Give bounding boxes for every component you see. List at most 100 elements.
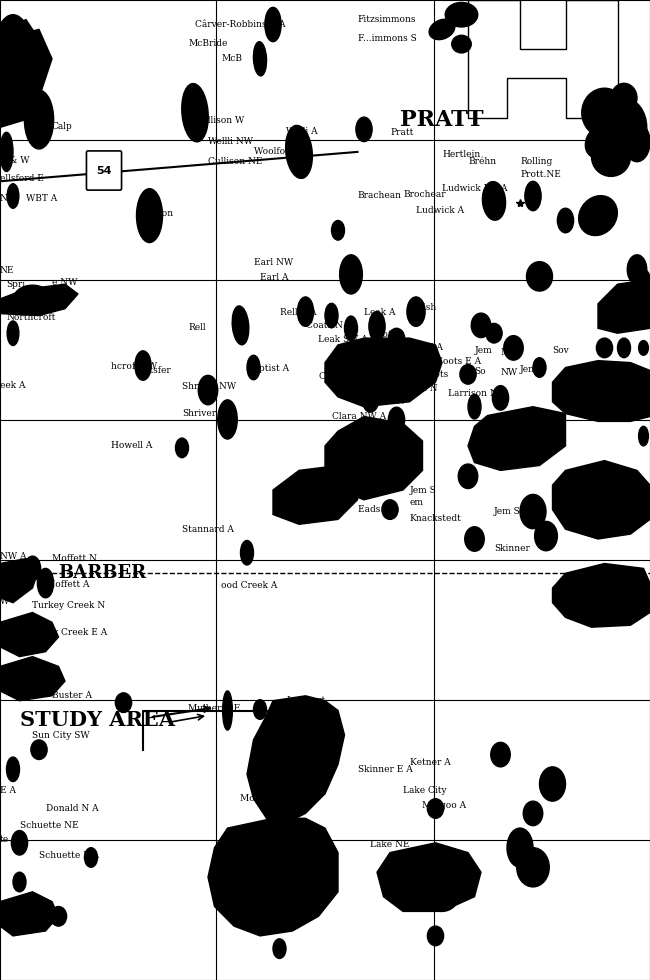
Text: BARBER: BARBER [58,564,147,582]
Text: Cullison W: Cullison W [195,116,244,125]
Text: Shriver NW: Shriver NW [182,381,236,391]
Text: Moffett A: Moffett A [46,579,89,589]
Ellipse shape [0,15,32,93]
Ellipse shape [135,351,151,380]
Ellipse shape [7,184,19,209]
Polygon shape [377,843,481,911]
Polygon shape [247,696,344,823]
Text: W: W [0,597,9,607]
Text: hcroft SW: hcroft SW [111,362,157,371]
Text: Schuette NE: Schuette NE [20,820,78,830]
Ellipse shape [136,188,162,243]
Text: NW: NW [500,368,517,377]
Ellipse shape [578,196,618,235]
Text: Buster A: Buster A [52,691,92,701]
Text: Jem N: Jem N [410,383,438,393]
Ellipse shape [429,20,455,39]
Ellipse shape [533,358,546,377]
Ellipse shape [51,906,66,926]
Text: Woolfolk A: Woolfolk A [254,147,302,157]
Text: NW: NW [500,348,517,358]
Text: Sun City SW: Sun City SW [32,730,90,740]
Ellipse shape [31,740,47,760]
Text: Lambert: Lambert [286,696,325,706]
Text: Schuette E A: Schuette E A [39,851,99,860]
Text: Earl NW: Earl NW [254,258,292,268]
Ellipse shape [627,255,647,284]
Text: Turkey Creek N: Turkey Creek N [32,601,105,611]
Text: Rolling: Rolling [520,157,552,167]
Ellipse shape [38,568,54,598]
Ellipse shape [13,872,26,892]
Text: Brochear: Brochear [403,189,446,199]
Ellipse shape [493,386,508,411]
Text: e NW: e NW [52,277,77,287]
Ellipse shape [285,125,313,178]
Ellipse shape [182,83,208,142]
Ellipse shape [325,303,338,327]
Ellipse shape [458,464,478,488]
Ellipse shape [240,541,254,564]
Text: Fitzsimmons: Fitzsimmons [358,15,416,24]
Text: Howell A: Howell A [111,441,152,451]
Text: Ludwick NE A: Ludwick NE A [442,183,508,193]
Ellipse shape [222,691,232,730]
Text: Lar: Lar [390,469,406,479]
Text: Coots E A: Coots E A [436,357,480,367]
Ellipse shape [504,335,523,360]
Ellipse shape [638,426,649,446]
Text: Welli A: Welli A [286,126,318,136]
Text: Lake NE: Lake NE [370,840,410,850]
Text: Lor: Lor [390,471,406,481]
Ellipse shape [84,848,98,867]
Ellipse shape [382,500,398,519]
Ellipse shape [612,580,636,605]
Text: Coots NE A: Coots NE A [390,343,443,353]
Ellipse shape [247,355,260,379]
Text: Earl A: Earl A [260,272,289,282]
Text: Moffett N: Moffett N [52,554,97,563]
Text: McBride: McBride [188,38,228,48]
Text: Rell: Rell [188,322,206,332]
Polygon shape [0,29,52,127]
Text: Pratt: Pratt [390,127,413,137]
Text: Mulberry E: Mulberry E [188,704,241,713]
Ellipse shape [534,521,558,551]
Text: Nurs: Nurs [552,587,575,597]
Ellipse shape [25,90,53,149]
Text: So: So [474,367,486,376]
Ellipse shape [452,35,471,53]
Ellipse shape [523,802,543,825]
Ellipse shape [390,862,429,902]
Text: Cullison NE: Cullison NE [208,157,263,167]
Text: Lake City: Lake City [403,786,447,796]
Ellipse shape [407,297,425,326]
Ellipse shape [116,693,131,712]
Text: NE: NE [0,266,14,275]
Polygon shape [468,407,566,470]
Text: ellsford E: ellsford E [0,173,44,183]
Ellipse shape [13,285,52,315]
Text: McB: McB [221,54,242,64]
Ellipse shape [0,29,16,108]
Text: Mott A: Mott A [240,794,272,804]
Text: em: em [410,498,424,508]
Polygon shape [325,416,422,500]
Ellipse shape [491,743,510,766]
Text: eek A: eek A [0,380,25,390]
Text: Stannard A: Stannard A [182,524,234,534]
Ellipse shape [344,316,358,340]
Ellipse shape [232,306,249,345]
Ellipse shape [640,585,650,610]
Text: Jem S: Jem S [494,507,521,516]
Ellipse shape [482,181,506,221]
Ellipse shape [265,8,281,41]
Polygon shape [598,279,650,333]
Text: Turkey Creek E A: Turkey Creek E A [26,627,107,637]
Text: Jem N: Jem N [377,397,406,407]
Ellipse shape [6,757,20,782]
Text: te: te [0,835,9,845]
Text: Bréhn: Bréhn [468,157,496,167]
Text: Clara NW A: Clara NW A [332,412,385,421]
Ellipse shape [445,2,478,27]
